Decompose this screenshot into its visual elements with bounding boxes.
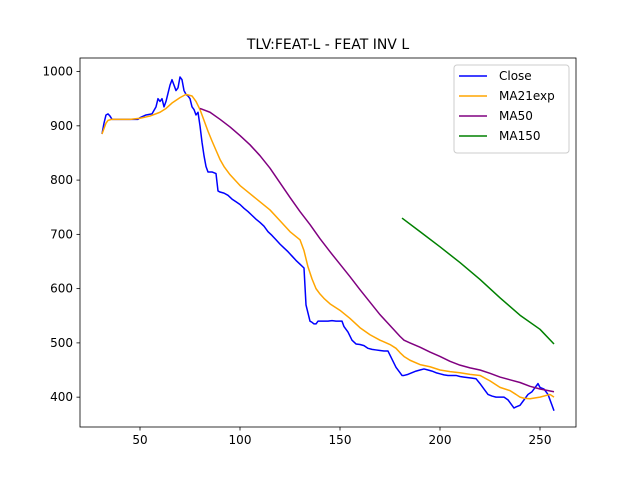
x-tick-label: 150 [329, 433, 352, 447]
y-tick-label: 700 [50, 227, 73, 241]
plot-area [101, 76, 555, 411]
y-tick-label: 600 [50, 282, 73, 296]
axes: 50 100 150 200 250 400 500 600 700 800 900 1000 [42, 57, 577, 447]
series-line-close [101, 76, 555, 411]
y-tick-label: 900 [50, 119, 73, 133]
legend: Close MA21exp MA50 MA150 [453, 64, 570, 154]
legend-label-ma150: MA150 [499, 129, 540, 143]
series-line-ma21exp [101, 93, 555, 400]
x-tick-label: 250 [529, 433, 552, 447]
legend-label-ma50: MA50 [499, 109, 533, 123]
series-line-ma150 [401, 217, 555, 345]
x-tick-label: 100 [229, 433, 252, 447]
chart-title: TLV:FEAT-L - FEAT INV L [246, 37, 409, 53]
legend-label-close: Close [499, 69, 532, 83]
legend-label-ma21exp: MA21exp [499, 89, 555, 103]
y-tick-label: 1000 [42, 65, 73, 79]
x-tick-label: 50 [132, 433, 147, 447]
legend-box [453, 64, 570, 154]
x-tick-label: 200 [429, 433, 452, 447]
series-line-ma50 [199, 107, 555, 393]
y-tick-label: 400 [50, 390, 73, 404]
y-tick-label: 500 [50, 336, 73, 350]
y-tick-label: 800 [50, 173, 73, 187]
axes-frame [79, 57, 577, 428]
